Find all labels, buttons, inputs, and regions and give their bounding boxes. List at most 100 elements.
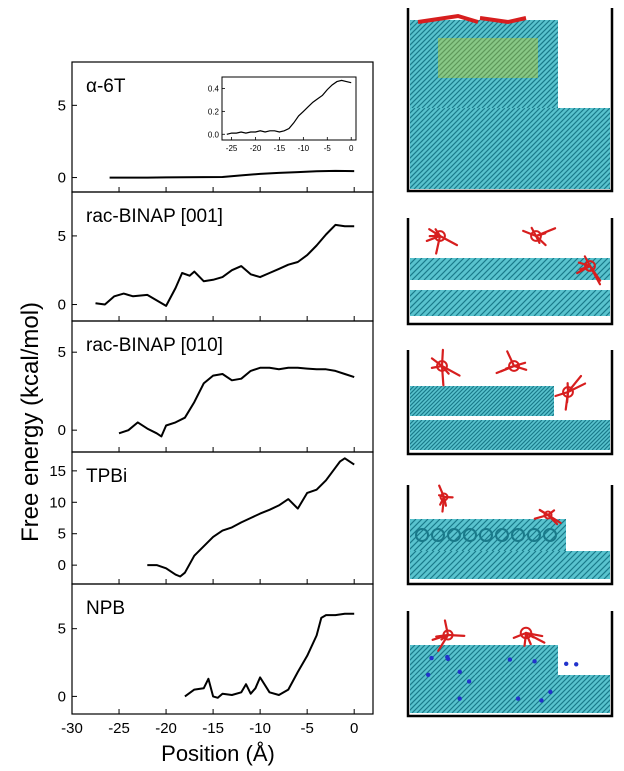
nitrogen-atom bbox=[532, 659, 537, 664]
nitrogen-atom bbox=[507, 657, 513, 662]
adsorbed-molecule bbox=[576, 255, 602, 286]
x-tick-label: -15 bbox=[202, 720, 224, 737]
molecule-ring bbox=[530, 230, 542, 242]
molecule-bond bbox=[434, 228, 442, 238]
nitrogen-atom bbox=[574, 662, 579, 667]
tpbi-molecular-snapshot bbox=[406, 484, 614, 586]
molecule-ring bbox=[434, 230, 446, 242]
molecule-bond bbox=[440, 348, 445, 368]
panel-2: 0 5 rac-BINAP [010] bbox=[58, 320, 374, 453]
y-tick-label: 5 bbox=[58, 344, 66, 361]
panel-1: 0 5 rac-BINAP [001] bbox=[58, 191, 374, 322]
y-tick-label: 0 bbox=[58, 297, 66, 314]
nitrogen-atom bbox=[445, 654, 450, 660]
tpbi-ring bbox=[431, 528, 445, 542]
molecule-bond bbox=[437, 633, 450, 652]
y-axis-label: Free energy (kcal/mol) bbox=[17, 302, 44, 542]
molecule-bond bbox=[431, 633, 450, 641]
inset-y-tick-label: 0.0 bbox=[208, 130, 220, 139]
adsorbed-molecule bbox=[533, 508, 562, 526]
y-tick-label: 0 bbox=[58, 688, 66, 705]
adsorbed-molecule bbox=[512, 626, 546, 647]
adsorbed-molecule bbox=[437, 484, 454, 513]
nitrogen-atom bbox=[539, 698, 544, 703]
npb-molecular-snapshot bbox=[406, 611, 614, 718]
simulation-box-walls bbox=[406, 350, 614, 456]
molecule-bond bbox=[440, 364, 461, 377]
alpha-6t-molecular-snapshot bbox=[406, 8, 614, 193]
panel-0: 0 5 α-6T -25 -20 -15 -10 -5 0 0.0 0.2 0.4 bbox=[58, 61, 374, 193]
crystal-lattice bbox=[410, 675, 610, 713]
molecule-ring bbox=[519, 626, 533, 640]
series-line bbox=[147, 457, 355, 578]
molecule-ring bbox=[436, 360, 448, 372]
crystal-slab bbox=[410, 386, 554, 416]
molecule-bond bbox=[512, 631, 528, 639]
y-tick-label: 10 bbox=[49, 494, 66, 511]
adsorbed-molecule bbox=[554, 374, 587, 411]
molecule-bond bbox=[438, 484, 446, 499]
panel-4: 0 5 NPB -30 -25 -20 -15 -10 -5 0 bbox=[58, 583, 374, 737]
x-tick-label: -20 bbox=[155, 720, 177, 737]
tpbi-ring bbox=[543, 528, 557, 542]
molecule-bond bbox=[512, 364, 528, 371]
y-tick-label: 5 bbox=[58, 97, 66, 114]
nitrogen-atom bbox=[548, 689, 553, 695]
nitrogen-atom bbox=[466, 679, 472, 684]
adsorbed-molecule bbox=[431, 619, 466, 652]
adsorbed-molecule bbox=[430, 348, 461, 387]
y-tick-label: 0 bbox=[58, 557, 66, 574]
panel-3: 0 5 10 15 TPBi bbox=[49, 451, 374, 585]
molecule-bond bbox=[566, 374, 583, 394]
y-tick-label: 0 bbox=[58, 422, 66, 439]
inset-x-tick-label: -20 bbox=[250, 144, 262, 153]
simulation-box-walls bbox=[406, 611, 614, 718]
inset-x-tick-label: -5 bbox=[324, 144, 332, 153]
crystal-lattice bbox=[410, 386, 554, 416]
rac-binap-010-molecular-snapshot bbox=[406, 348, 614, 456]
inset-y-tick-label: 0.4 bbox=[208, 84, 220, 93]
y-tick-label: 15 bbox=[49, 463, 66, 480]
rac-binap-001-molecular-snapshot bbox=[406, 218, 614, 326]
molecule-ring bbox=[562, 386, 574, 398]
x-tick-label: -30 bbox=[61, 720, 83, 737]
molecule-bond bbox=[506, 350, 516, 368]
molecule-bond bbox=[441, 495, 446, 513]
nitrogen-atom bbox=[457, 696, 462, 701]
tpbi-ring bbox=[479, 528, 493, 542]
nitrogen-atom bbox=[457, 669, 462, 675]
sulfur-highlight bbox=[438, 38, 538, 78]
molecule-bond bbox=[533, 513, 550, 520]
molecule-bond bbox=[522, 229, 538, 238]
inset-x-tick-label: -10 bbox=[298, 144, 310, 153]
tpbi-ring bbox=[415, 528, 429, 542]
molecule-ring bbox=[439, 492, 449, 502]
molecule-bond bbox=[534, 234, 547, 247]
molecule-bond bbox=[554, 390, 570, 398]
molecule-bond bbox=[430, 357, 444, 368]
panel-label: α-6T bbox=[86, 76, 126, 97]
panel-label: TPBi bbox=[86, 466, 127, 487]
simulation-box-walls bbox=[406, 485, 614, 586]
x-axis-label: Position (Å) bbox=[161, 741, 275, 766]
molecule-bond bbox=[566, 382, 587, 394]
y-tick-label: 5 bbox=[58, 228, 66, 245]
panel-label: NPB bbox=[86, 598, 125, 619]
x-tick-label: -5 bbox=[300, 720, 313, 737]
panel-label: rac-BINAP [001] bbox=[86, 206, 223, 227]
x-tick-label: 0 bbox=[350, 720, 358, 737]
crystal-lattice bbox=[410, 551, 610, 579]
molecule-bond bbox=[564, 390, 570, 411]
molecule-bond bbox=[435, 234, 442, 255]
molecule-ring bbox=[508, 360, 520, 372]
adsorbate-chain bbox=[417, 13, 479, 24]
nitrogen-atom bbox=[515, 696, 521, 701]
molecule-ring bbox=[584, 260, 596, 272]
tpbi-ring bbox=[511, 528, 525, 542]
molecule-bond bbox=[588, 264, 602, 282]
series-line bbox=[109, 169, 355, 179]
simulation-box-walls bbox=[406, 8, 614, 193]
inset-y-tick-label: 0.2 bbox=[208, 107, 220, 116]
adsorbate-chain bbox=[479, 16, 527, 25]
